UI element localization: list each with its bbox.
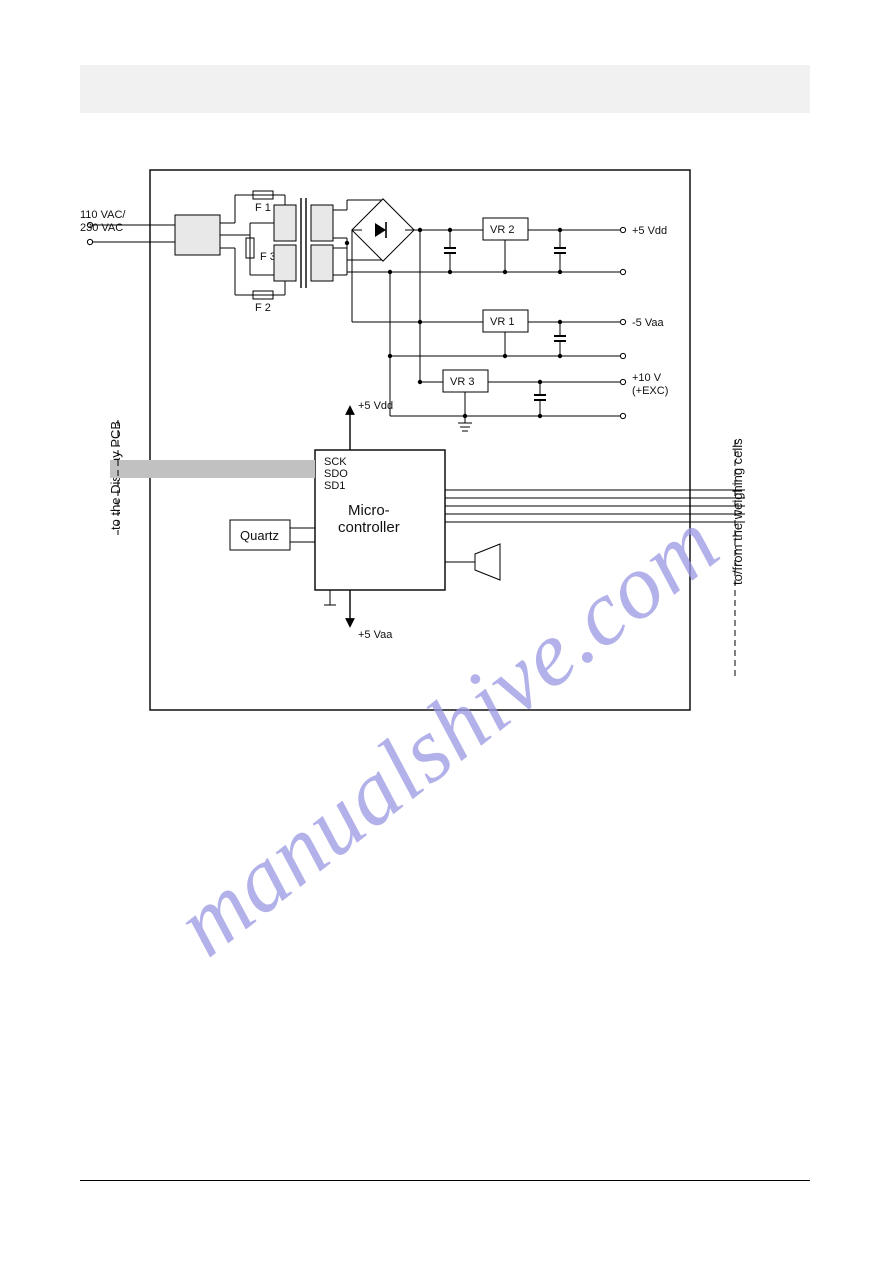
weighing-cells-bus: [445, 490, 745, 522]
regulator-vr2-label: VR 2: [490, 224, 514, 236]
ac-label-2: 230 VAC: [80, 222, 123, 234]
ac-terminal-2: [87, 239, 92, 244]
ac-input-block: [175, 215, 220, 255]
rail-5vdd-label: +5 Vdd: [632, 225, 667, 237]
cap-3: [554, 320, 566, 358]
rail-10v-label-b: (+EXC): [632, 385, 668, 397]
mcu-top-rail-label: +5 Vdd: [358, 400, 393, 412]
display-cable: [110, 460, 315, 478]
xfmr-primary-top: [274, 205, 296, 241]
xfmr-secondary-bot: [311, 245, 333, 281]
term-5vdd: [620, 227, 625, 232]
quartz-label: Quartz: [240, 528, 279, 543]
xfmr-secondary-top: [311, 205, 333, 241]
diagram-svg: 110 VAC/ 230 VAC F 1 F 2 F 3: [80, 160, 780, 760]
header-bar: [80, 65, 810, 113]
rail-m5vaa-label: -5 Vaa: [632, 317, 664, 329]
mcu-sck-label: SCK: [324, 456, 347, 468]
term-10v: [620, 379, 625, 384]
mcu-title-1: Micro-: [348, 502, 390, 519]
regulator-vr1-label: VR 1: [490, 316, 514, 328]
fuse-f2-label: F 2: [255, 302, 271, 314]
mcu-title-2: controller: [338, 519, 400, 536]
beeper-icon: [445, 544, 500, 580]
footer-rule: [80, 1180, 810, 1181]
rail-10v-label-a: +10 V: [632, 372, 662, 384]
ac-label-1: 110 VAC/: [80, 209, 126, 221]
cap-2: [554, 228, 566, 274]
xfmr-primary-bot: [274, 245, 296, 281]
mcu-sd1-label: SD1: [324, 480, 345, 492]
fuse-f1-label: F 1: [255, 202, 271, 214]
mcu-sdo-label: SDO: [324, 468, 348, 480]
term-m5vaa: [620, 319, 625, 324]
regulator-vr3-label: VR 3: [450, 376, 474, 388]
cap-4: [534, 380, 546, 418]
cap-1: [444, 228, 456, 274]
mcu-bot-rail-label: +5 Vaa: [358, 629, 393, 641]
